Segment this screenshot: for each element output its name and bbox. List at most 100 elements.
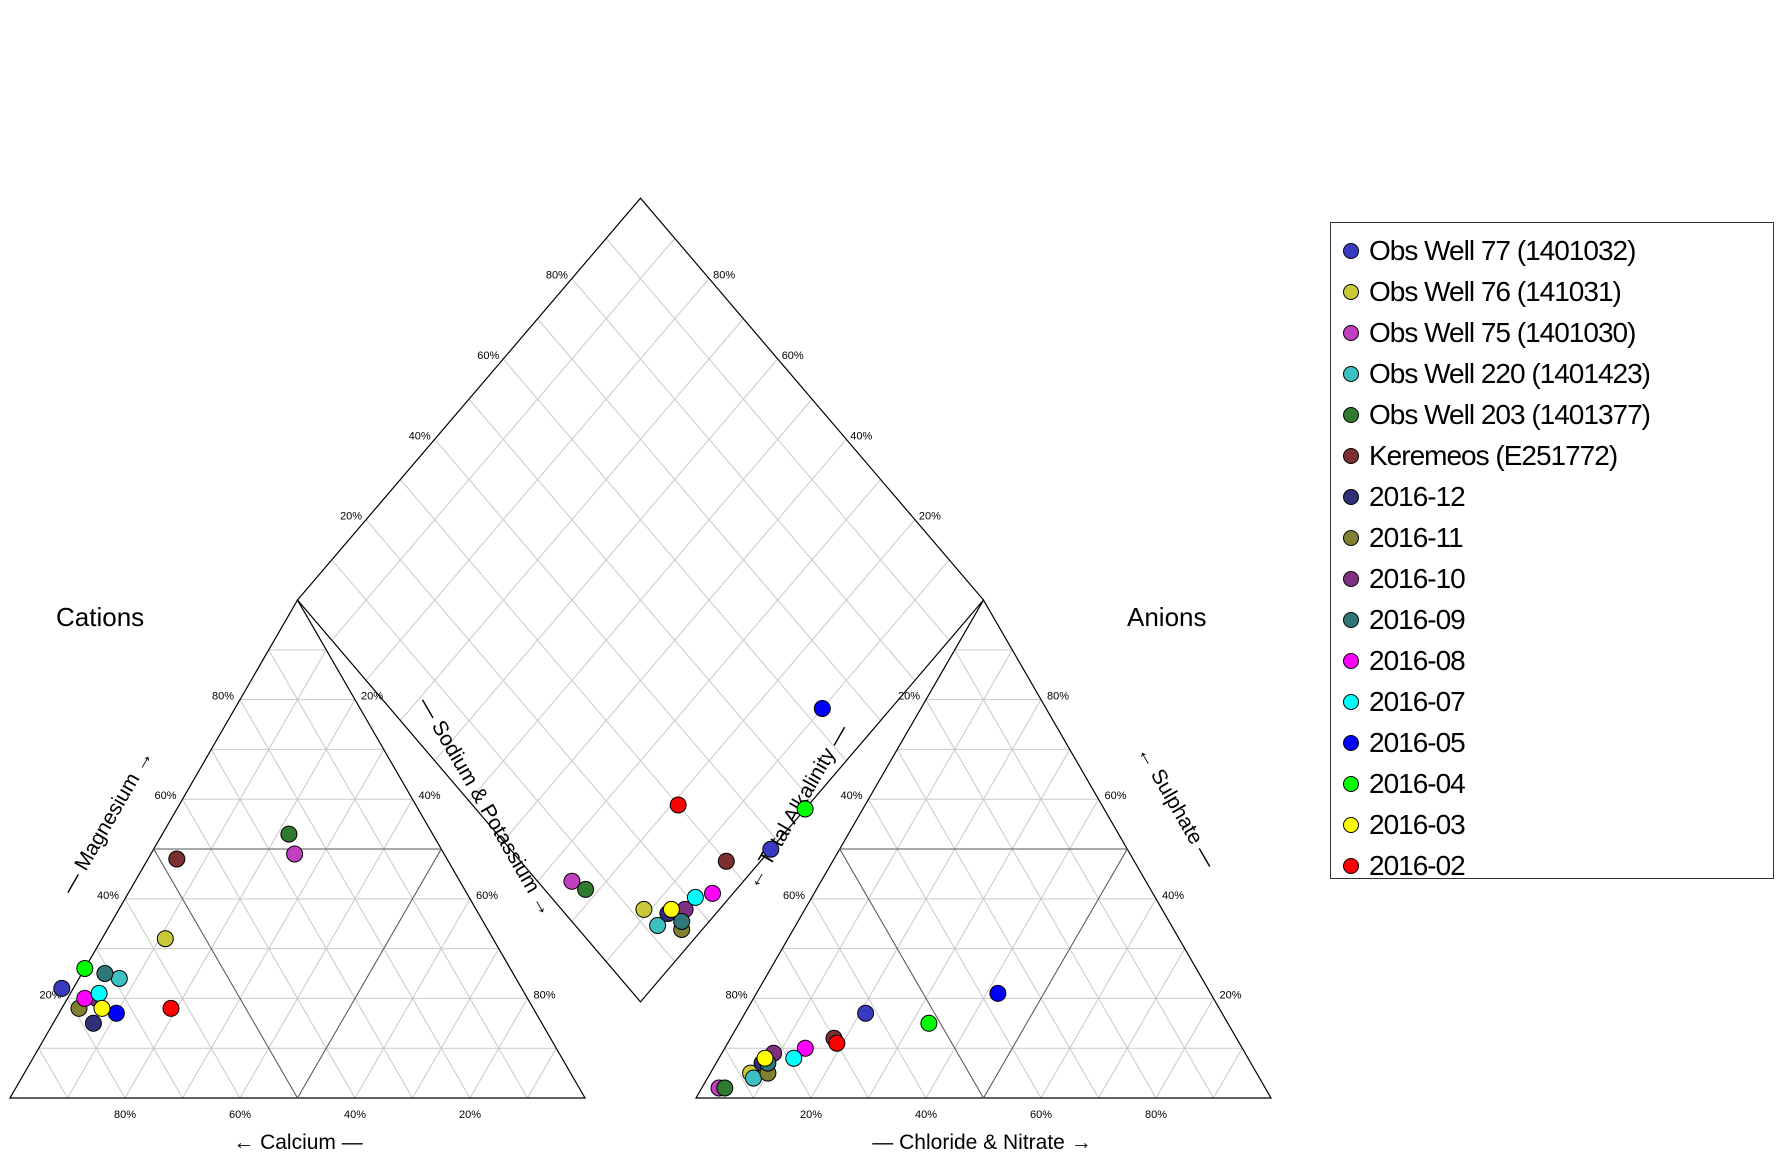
grid-line [753,998,812,1099]
legend-marker [1343,406,1359,423]
anion-point-series-15 [828,1034,846,1052]
diamond-point-series-9 [673,913,691,930]
grid-line [268,649,528,1099]
chloride-nitrate-label: — Chloride & Nitrate → [872,1131,1091,1154]
sulphate-tick: 60% [1105,790,1127,802]
cation-point-series-13 [76,960,94,977]
anion-point-series-3 [745,1069,762,1087]
calcium-tick: 80% [114,1109,136,1121]
alkalinity-tick: 40% [840,790,862,802]
grid-line [412,948,500,1099]
grid-lines [38,238,1243,1099]
grid-line [1098,948,1186,1099]
legend-item: Obs Well 220 (1401423) [1331,353,1773,394]
diamond-tick: 60% [477,350,499,362]
sodium-tick: 60% [476,890,498,902]
anion-point-series-14 [756,1049,774,1067]
legend-item: 2016-09 [1331,599,1773,640]
legend-item: 2016-10 [1331,558,1773,599]
cation-point-series-6 [84,1014,102,1032]
alkalinity-tick: 60% [783,890,805,902]
diamond-point-series-1 [635,900,653,918]
legend-marker [1343,529,1359,546]
cation-point-series-11 [90,984,108,1002]
sodium-tick: 20% [361,691,383,703]
grid-line [434,358,779,762]
sodium-tick: 40% [419,790,441,802]
legend-item: 2016-03 [1331,804,1773,845]
cation-point-series-10 [76,989,94,1007]
legend-marker [1343,734,1359,751]
legend-label: 2016-10 [1369,562,1466,594]
sulphate-tick: 80% [1047,691,1069,703]
chloride-tick: 60% [1030,1109,1052,1121]
legend: Obs Well 77 (1401032) Obs Well 76 (141031… [1330,222,1774,881]
cation-point-series-5 [168,850,186,868]
grid-line [331,238,676,641]
diamond-tick: 80% [546,270,568,282]
legend-marker [1343,324,1359,341]
grid-line [400,318,744,721]
diamond-point-series-4 [577,880,595,898]
legend-label: Obs Well 76 (141031) [1369,275,1622,307]
diamond-tick: 80% [713,270,735,282]
anion-point-series-0 [857,1004,875,1022]
grid-line [753,649,1013,1099]
chloride-tick: 40% [915,1109,937,1121]
magnesium-tick: 40% [97,890,119,902]
legend-item: Keremeos (E251772) [1331,435,1773,476]
legend-marker [1343,693,1359,710]
chloride-tick: 20% [800,1109,822,1121]
legend-label: Obs Well 203 (1401377) [1369,398,1651,430]
legend-marker [1343,570,1359,587]
legend-marker [1343,365,1359,382]
legend-marker [1343,611,1359,628]
cation-point-series-15 [162,999,180,1017]
diamond-tick: 40% [409,430,431,442]
diamond-tick: 60% [782,350,804,362]
legend-label: 2016-05 [1369,726,1466,758]
legend-label: 2016-04 [1369,767,1466,799]
diamond-point-series-0 [762,840,780,858]
grid-line [38,1047,68,1099]
grid-line [1213,1047,1243,1099]
cation-point-series-3 [110,970,128,987]
legend-marker [1343,488,1359,505]
cation-point-series-1 [156,930,174,948]
grid-line [810,898,927,1099]
cation-point-series-2 [286,845,304,863]
diamond-point-series-5 [717,852,735,870]
grid-line [527,1047,557,1099]
calcium-tick: 20% [459,1109,481,1121]
alkalinity-tick: 80% [725,989,747,1001]
diamond-point-series-2 [563,872,581,890]
legend-item: 2016-07 [1331,681,1773,722]
grid-line [781,948,869,1099]
grid-line [724,1047,754,1099]
anion-point-series-13 [920,1014,938,1032]
legend-label: Obs Well 220 (1401423) [1369,357,1651,389]
magnesium-tick: 80% [212,691,234,703]
inner-triangle [838,848,1129,1099]
grid-line [468,398,813,802]
cations-title: Cations [56,602,144,632]
cation-point-series-14 [93,999,111,1017]
anion-point-series-10 [796,1039,814,1057]
legend-label: Obs Well 77 (1401032) [1369,234,1636,266]
legend-label: Keremeos (E251772) [1369,439,1618,471]
grid-line [925,699,1157,1099]
legend-item: Obs Well 203 (1401377) [1331,394,1773,435]
calcium-tick: 60% [229,1109,251,1121]
data-points [53,700,1007,1097]
legend-marker [1343,652,1359,669]
legend-marker [1343,775,1359,792]
legend-label: 2016-03 [1369,808,1466,840]
legend-label: 2016-08 [1369,644,1466,676]
grid-line [67,649,327,1099]
diamond-tick: 40% [850,430,872,442]
diamond-point-series-15 [669,796,687,814]
cation-point-series-4 [280,825,298,843]
magnesium-tick: 60% [154,790,176,802]
grid-line [868,749,1071,1099]
sulphate-tick: 40% [1162,890,1184,902]
